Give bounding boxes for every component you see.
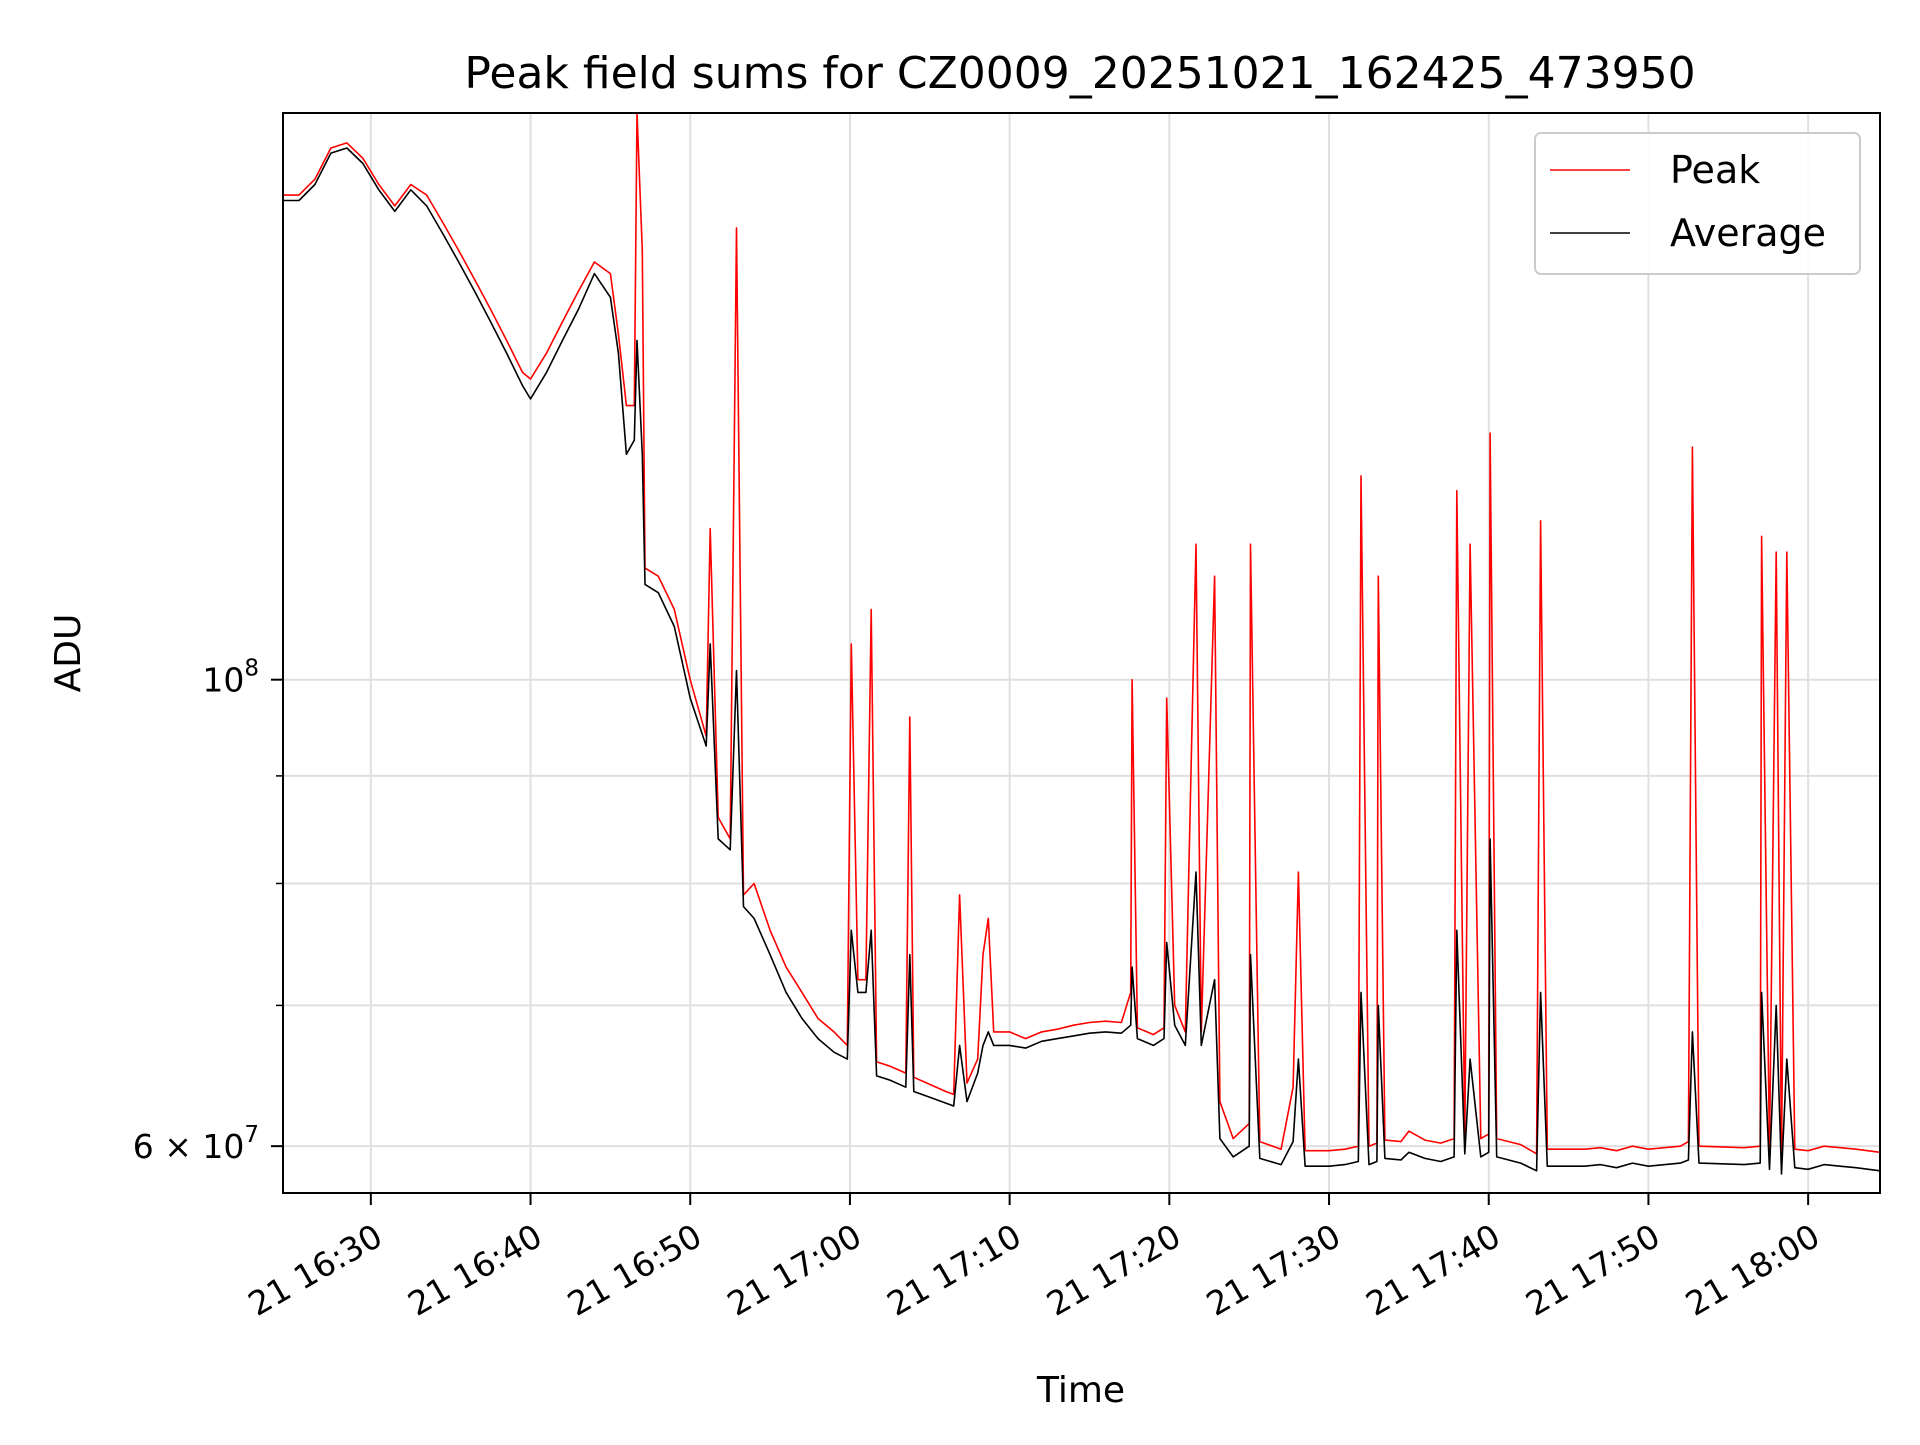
y-tick-label: 6 × 107 [133, 1122, 259, 1166]
y-tick-label: 108 [202, 656, 259, 700]
legend-box [1534, 132, 1861, 275]
x-axis-label: Time [1036, 1370, 1125, 1411]
y-axis-label: ADU [48, 614, 89, 693]
series-line-peak [283, 112, 1881, 1158]
legend-label-average: Average [1670, 211, 1826, 255]
grid [283, 113, 1880, 1193]
series-line-average [283, 147, 1881, 1175]
legend-label-peak: Peak [1670, 148, 1760, 192]
series-layer [283, 112, 1881, 1175]
chart-title: Peak field sums for CZ0009_20251021_1624… [464, 48, 1695, 99]
y-axis: 108 6 × 107 [133, 656, 283, 1166]
plot-frame [282, 112, 1881, 1194]
legend: Peak Average [1534, 132, 1861, 275]
